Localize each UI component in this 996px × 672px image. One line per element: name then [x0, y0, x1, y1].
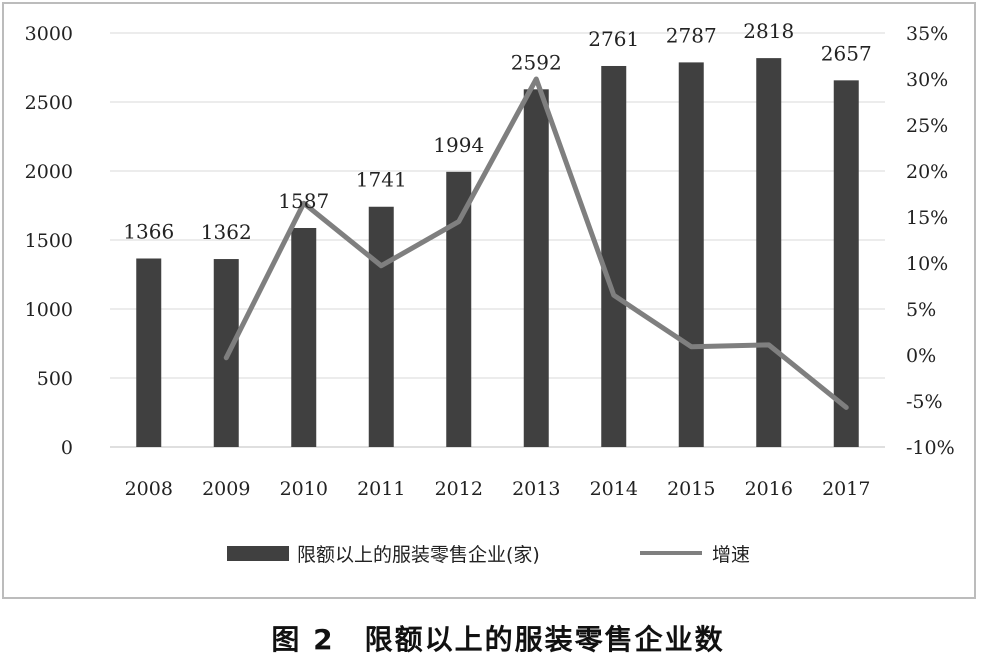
- right-tick-label: 0%: [906, 345, 936, 367]
- right-axis: -10% -5% 0% 5% 10% 15% 20% 25% 30% 35%: [906, 23, 955, 459]
- growth-point: [534, 77, 539, 81]
- bar: [136, 258, 162, 447]
- bar: [678, 62, 704, 447]
- right-tick-label: 5%: [906, 299, 936, 321]
- bar-data-label: 1587: [278, 189, 329, 213]
- bar-series: [136, 58, 859, 448]
- x-tick-label: 2011: [357, 478, 405, 500]
- growth-point: [301, 201, 306, 206]
- right-tick-label: -10%: [906, 437, 955, 459]
- bar: [291, 227, 317, 447]
- data-labels: 1366 1362 1587 1741 1994 2592 2761 2787 2818 2657: [123, 19, 871, 244]
- bar-data-label: 1741: [356, 168, 407, 192]
- bar: [523, 89, 549, 447]
- bar-data-label: 2592: [511, 50, 562, 74]
- line-series: [223, 76, 849, 410]
- figure-caption: 图 2 限额以上的服装零售企业数: [271, 623, 725, 656]
- bar-data-label: 2787: [666, 23, 717, 47]
- left-tick-label: 500: [37, 368, 73, 390]
- bar: [833, 80, 859, 448]
- bar-data-label: 2657: [821, 41, 872, 65]
- bar: [756, 58, 782, 448]
- x-axis: 2008 2009 2010 2011 2012 2013 2014 2015 2016 2017: [125, 478, 871, 500]
- x-tick-label: 2016: [745, 478, 793, 500]
- x-tick-label: 2015: [667, 478, 715, 500]
- combo-chart: 1366 1362 1587 1741 1994 2592 2761 2787 2818 2657…: [25, 19, 955, 566]
- left-tick-label: 1000: [25, 299, 73, 321]
- x-tick-label: 2017: [822, 478, 870, 500]
- right-tick-label: 25%: [906, 115, 948, 137]
- left-tick-label: 3000: [25, 23, 73, 45]
- left-tick-label: 2000: [25, 161, 73, 183]
- right-tick-label: 35%: [906, 23, 948, 45]
- legend: 限额以上的服装零售企业(家) 增速: [227, 544, 750, 566]
- left-tick-label: 0: [61, 437, 73, 459]
- right-tick-label: -5%: [906, 391, 943, 413]
- left-axis: 0 500 1000 1500 2000 2500 3000: [25, 23, 73, 459]
- right-tick-label: 15%: [906, 207, 948, 229]
- right-tick-label: 10%: [906, 253, 948, 275]
- bar: [368, 206, 394, 447]
- bar: [446, 171, 472, 447]
- x-tick-label: 2009: [202, 478, 250, 500]
- left-tick-label: 2500: [25, 92, 73, 114]
- x-tick-label: 2014: [590, 478, 638, 500]
- growth-point: [611, 293, 616, 298]
- x-tick-label: 2013: [512, 478, 560, 500]
- bar: [601, 65, 627, 448]
- growth-point: [456, 219, 461, 224]
- bar-data-label: 2818: [743, 19, 794, 43]
- left-tick-label: 1500: [25, 230, 73, 252]
- growth-point: [379, 263, 384, 268]
- legend-swatch-bars: [227, 546, 289, 561]
- bar-data-label: 1362: [201, 220, 252, 244]
- bar-data-label: 2761: [588, 27, 639, 51]
- legend-label-line: 增速: [712, 544, 750, 566]
- x-tick-label: 2010: [280, 478, 328, 500]
- growth-point: [689, 344, 694, 349]
- right-tick-label: 20%: [906, 161, 948, 183]
- growth-point: [844, 405, 849, 410]
- growth-point: [224, 355, 229, 360]
- gridlines: [110, 32, 885, 448]
- bar-data-label: 1994: [433, 133, 484, 157]
- right-tick-label: 30%: [906, 69, 948, 91]
- x-tick-label: 2012: [435, 478, 483, 500]
- bar-data-label: 1366: [123, 219, 174, 243]
- x-tick-label: 2008: [125, 478, 173, 500]
- growth-point: [766, 342, 771, 347]
- legend-label-bars: 限额以上的服装零售企业(家): [297, 544, 540, 566]
